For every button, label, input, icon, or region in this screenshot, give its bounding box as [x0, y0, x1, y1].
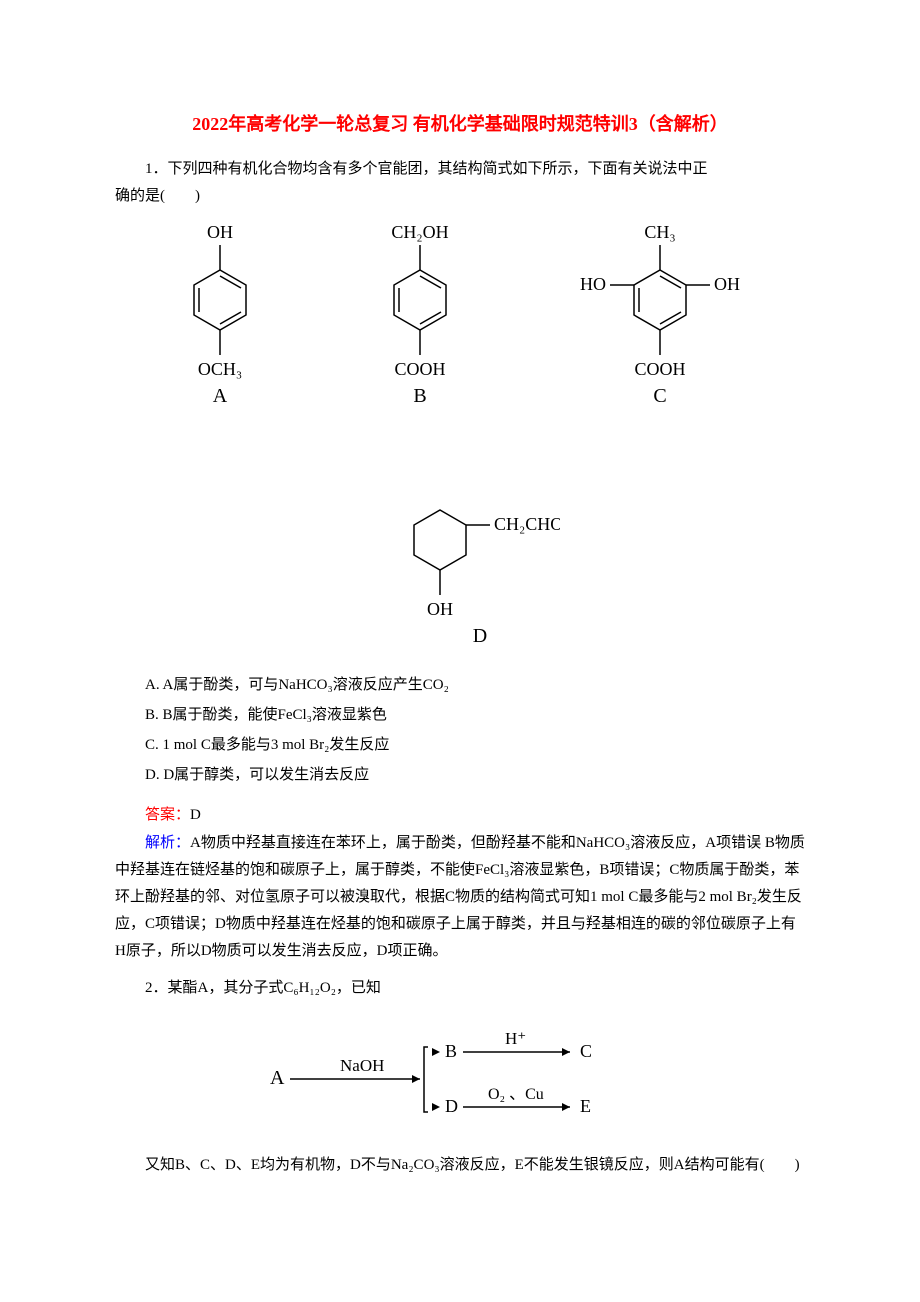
svg-text:OH: OH [714, 274, 740, 294]
svg-text:CH₃: CH₃ [644, 222, 675, 242]
q2-continuation: 又知B、C、D、E均为有机物，D不与Na₂CO₃溶液反应，E不能发生银镜反应，则… [115, 1152, 805, 1179]
structure-d: CH₂CHO OH D [360, 460, 560, 660]
structure-c: CH₃ HO OH COOH C [560, 220, 760, 420]
svg-text:D: D [473, 625, 487, 647]
svg-text:CH₂CHO: CH₂CHO [494, 514, 560, 534]
svg-text:COOH: COOH [394, 359, 445, 379]
reaction-scheme: A NaOH B H⁺ C D O₂ 、Cu E [250, 1022, 670, 1132]
svg-text:A: A [213, 385, 228, 407]
structure-d-svg: CH₂CHO OH D [360, 460, 560, 660]
structure-a: OH OCH₃ A [160, 220, 280, 420]
q1-analysis: 解析：A物质中羟基直接连在苯环上，属于酚类，但酚羟基不能和NaHCO₃溶液反应，… [115, 830, 805, 965]
q1-stem-line2: 确的是( ) [115, 183, 805, 210]
q1-answer: 答案：D [115, 800, 805, 830]
structure-c-svg: CH₃ HO OH COOH C [560, 220, 760, 420]
q1-stem-line1: 1．下列四种有机化合物均含有多个官能团，其结构简式如下所示，下面有关说法中正 [115, 156, 805, 183]
svg-text:O₂ 、Cu: O₂ 、Cu [488, 1086, 544, 1103]
svg-text:A: A [270, 1067, 285, 1089]
svg-text:COOH: COOH [634, 359, 685, 379]
svg-text:OCH₃: OCH₃ [198, 359, 242, 379]
svg-text:B: B [445, 1041, 457, 1061]
svg-text:D: D [445, 1096, 458, 1116]
analysis-label: 解析： [145, 835, 190, 851]
answer-value: D [190, 807, 201, 823]
structures-container: OH OCH₃ A CH₂OH COOH B [115, 220, 805, 660]
answer-label: 答案： [145, 807, 190, 823]
svg-text:NaOH: NaOH [340, 1056, 384, 1075]
analysis-body: A物质中羟基直接连在苯环上，属于酚类，但酚羟基不能和NaHCO₃溶液反应，A项错… [115, 835, 805, 959]
structure-b-svg: CH₂OH COOH B [360, 220, 480, 420]
q1-option-d: D. D属于醇类，可以发生消去反应 [115, 760, 805, 790]
q2-stem: 2．某酯A，其分子式C₆H₁₂O₂，已知 [115, 975, 805, 1002]
svg-text:C: C [580, 1041, 592, 1061]
svg-text:C: C [653, 385, 666, 407]
q1-options: A. A属于酚类，可与NaHCO₃溶液反应产生CO₂ B. B属于酚类，能使Fe… [115, 670, 805, 790]
structure-b: CH₂OH COOH B [360, 220, 480, 420]
q1-option-a: A. A属于酚类，可与NaHCO₃溶液反应产生CO₂ [115, 670, 805, 700]
q1-option-c: C. 1 mol C最多能与3 mol Br₂发生反应 [115, 730, 805, 760]
svg-text:B: B [413, 385, 426, 407]
q1-option-b: B. B属于酚类，能使FeCl₃溶液显紫色 [115, 700, 805, 730]
svg-text:OH: OH [427, 599, 453, 619]
page-title: 2022年高考化学一轮总复习 有机化学基础限时规范特训3（含解析） [115, 110, 805, 136]
svg-text:E: E [580, 1096, 591, 1116]
structure-a-svg: OH OCH₃ A [160, 220, 280, 420]
svg-text:HO: HO [580, 274, 606, 294]
svg-text:CH₂OH: CH₂OH [391, 222, 448, 242]
svg-text:H⁺: H⁺ [505, 1029, 526, 1048]
svg-text:OH: OH [207, 222, 233, 242]
